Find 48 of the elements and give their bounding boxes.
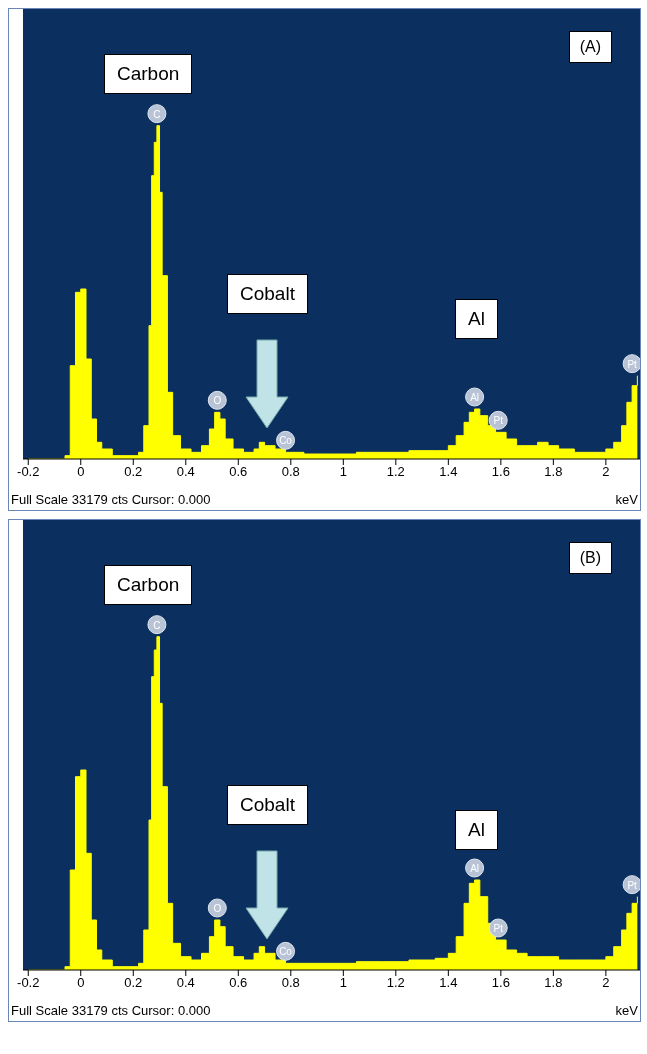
x-tick-label: 1.4 [439,975,458,991]
x-tick-label: 1.2 [386,464,405,480]
annotation: O [213,395,222,407]
x-tick-label: 0 [77,464,85,480]
x-tick-label: 0.4 [176,975,195,991]
x-tick-label: 1.2 [386,975,405,991]
annotation: Al [470,392,480,403]
text: Full Scale 33179 cts Cursor: 0.000 [11,492,211,507]
x-tick-label: 0.8 [281,464,300,480]
x-tick-label: 1 [339,464,347,480]
text: (B) [568,542,612,574]
annotation: O [213,903,222,914]
annotation: Al [455,299,498,339]
annotation: Pt [493,415,504,427]
annotation: C [153,619,161,631]
x-tick-label: 1 [339,975,347,991]
x-tick-label: 1.8 [544,975,563,991]
annotation: Co [279,435,293,447]
x-tick-label: 1.6 [491,464,510,480]
x-tick-label: 1.8 [544,464,563,480]
text: keV [615,1003,638,1018]
text: keV [615,492,638,507]
annotation: Al [470,863,480,874]
text: Carbon [104,565,193,605]
x-tick-label: 0.2 [124,464,143,480]
x-tick-label: 2 [602,464,610,480]
annotation: Pt [627,358,638,370]
annotation: Cobalt [227,785,308,825]
x-tick-label: 0 [77,975,85,991]
x-tick-label: -0.2 [17,464,40,480]
text: Full Scale 33179 cts Cursor: 0.000 [11,1003,211,1018]
x-tick-label: -0.2 [17,975,40,991]
x-tick-label: 2 [602,975,610,991]
x-tick-label: 0.8 [281,975,300,991]
x-tick-label: 1.4 [439,464,458,480]
text: Carbon [104,54,193,94]
annotation: Cobalt [227,274,308,314]
x-tick-label: 0.6 [229,464,248,480]
x-tick-label: 0.4 [176,464,195,480]
annotation: Co [279,946,293,958]
x-tick-label: 0.6 [229,975,248,991]
annotation: C [153,108,161,120]
annotation: Pt [627,879,638,891]
annotation: Al [455,810,498,850]
text: (A) [568,31,612,63]
x-tick-label: 1.6 [491,975,510,991]
x-tick-label: 0.2 [124,975,143,991]
annotation: Pt [493,923,504,934]
